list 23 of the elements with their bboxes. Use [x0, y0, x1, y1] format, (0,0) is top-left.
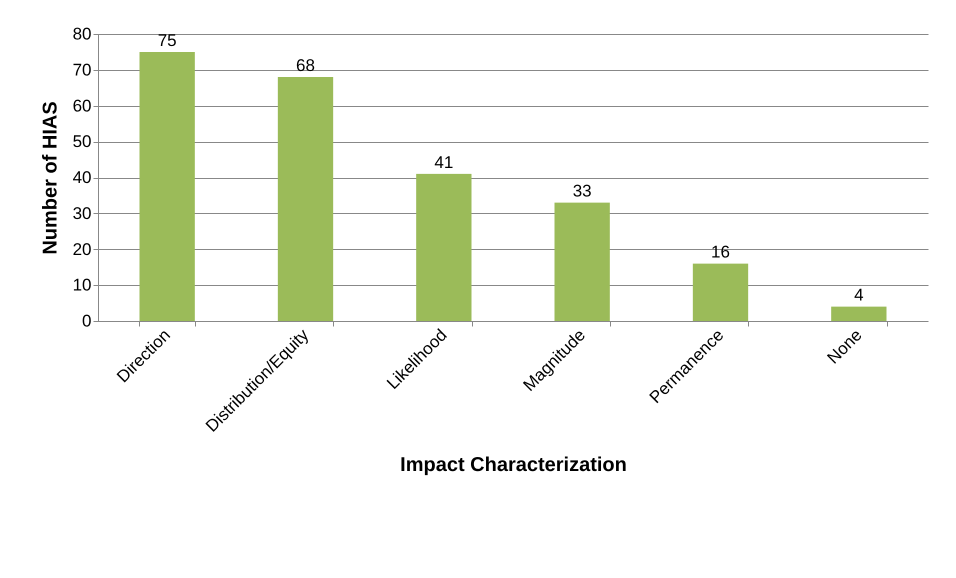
bar: [692, 264, 748, 321]
y-tick-label: 60: [72, 96, 92, 116]
y-tick-label: 0: [82, 312, 92, 330]
bar: [140, 52, 195, 321]
y-tick-label: 70: [72, 60, 92, 80]
y-axis-title: Number of HIAS: [40, 101, 62, 255]
y-tick-label: 50: [72, 132, 92, 152]
data-label: 75: [158, 30, 177, 50]
data-label: 4: [854, 286, 864, 305]
bar: [831, 306, 886, 321]
data-label: 16: [711, 242, 730, 262]
y-tick-label: 10: [72, 276, 92, 295]
bar: [554, 202, 610, 321]
y-tick-label: 40: [72, 168, 92, 187]
y-tick-label: 30: [72, 204, 92, 223]
x-axis-title: Impact Characterization: [400, 454, 627, 476]
data-label: 41: [434, 152, 454, 172]
bar: [278, 77, 334, 321]
data-label: 33: [572, 182, 592, 201]
y-tick-label: 20: [72, 240, 92, 259]
bar: [416, 174, 472, 321]
y-tick-label: 80: [72, 24, 92, 44]
data-label: 68: [296, 56, 315, 76]
